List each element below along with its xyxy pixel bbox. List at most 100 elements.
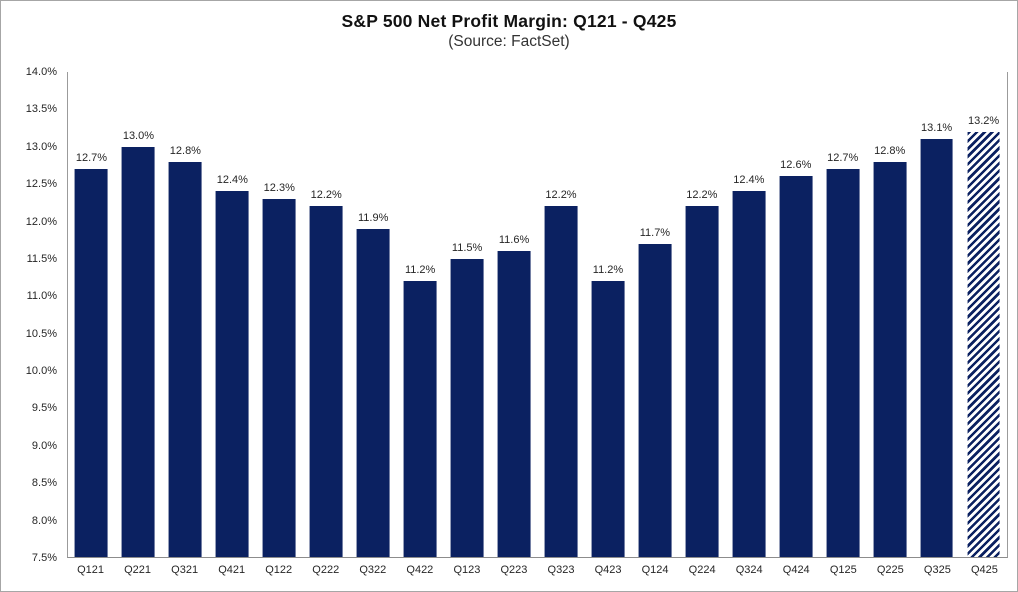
bar-slot: 11.6% xyxy=(491,72,538,557)
bar-Q125 xyxy=(826,169,860,557)
x-tick-label: Q323 xyxy=(547,564,575,576)
y-tick-label: 9.5% xyxy=(31,402,57,415)
data-label: 11.2% xyxy=(592,263,624,276)
x-tick-label: Q125 xyxy=(829,564,857,576)
data-label: 11.9% xyxy=(358,211,389,224)
x-tick-label: Q424 xyxy=(782,564,810,576)
x-tick-label: Q422 xyxy=(406,564,434,576)
data-label: 11.2% xyxy=(404,263,436,276)
bar-slot: 12.2% xyxy=(303,72,350,557)
x-tick-label: Q321 xyxy=(171,564,199,576)
y-axis: 14.0% 13.5% 13.0% 12.5% 12.0% 11.5% 11.0% 10.5%… xyxy=(1,66,61,564)
bar-Q222 xyxy=(309,206,343,557)
bar-slot: 12.7% xyxy=(68,72,115,557)
data-label: 12.4% xyxy=(216,174,248,187)
bar-Q423 xyxy=(591,280,625,557)
data-label: 12.7% xyxy=(75,152,108,164)
y-tick-label: 14.0% xyxy=(25,66,57,78)
bar-slot: 12.7% xyxy=(819,72,866,557)
y-tick-label: 13.5% xyxy=(25,103,57,116)
bar-slot: 11.7% xyxy=(631,72,678,557)
bar-slot: 12.8% xyxy=(162,72,209,557)
bar-Q225 xyxy=(873,161,907,557)
x-tick-label: Q324 xyxy=(735,564,763,576)
y-tick-label: 8.5% xyxy=(31,477,57,490)
x-tick-label: Q222 xyxy=(312,564,340,576)
y-tick-label: 9.0% xyxy=(31,439,57,452)
plot-area: 12.7% 13.0% 12.8% 12.4% 12.3% 12.2% 11.9% 11.2%… xyxy=(67,72,1008,558)
data-label: 12.3% xyxy=(263,181,295,194)
bar-slot: 12.4% xyxy=(725,72,772,557)
x-tick-label: Q421 xyxy=(218,564,246,576)
bar-slot: 12.2% xyxy=(678,72,725,557)
x-axis: Q121 Q221 Q321 Q421 Q122 Q222 Q322 Q422 Q123 Q223… xyxy=(67,561,1008,581)
y-tick-label: 7.5% xyxy=(31,552,57,564)
bar-Q223 xyxy=(497,251,531,557)
data-label: 12.2% xyxy=(310,189,342,202)
bar-slot: 13.2% xyxy=(960,72,1007,557)
bar-Q123 xyxy=(450,258,484,557)
bar-slot: 12.4% xyxy=(209,72,256,557)
data-label: 12.2% xyxy=(545,189,577,202)
data-label: 11.6% xyxy=(498,234,530,247)
x-tick-label: Q223 xyxy=(500,564,528,576)
y-tick-label: 11.5% xyxy=(26,252,57,265)
bar-Q323 xyxy=(544,206,578,557)
x-tick-label: Q122 xyxy=(265,564,293,576)
bar-slot: 12.6% xyxy=(772,72,819,557)
y-tick-label: 11.0% xyxy=(26,290,57,303)
data-label: 12.8% xyxy=(874,144,906,157)
x-tick-label: Q124 xyxy=(641,564,669,576)
bar-slot: 12.8% xyxy=(866,72,913,557)
bar-Q322 xyxy=(356,228,390,557)
bar-Q121 xyxy=(75,169,108,557)
y-tick-label: 10.5% xyxy=(25,327,57,340)
y-tick-label: 12.5% xyxy=(25,178,57,191)
chart-title: S&P 500 Net Profit Margin: Q121 - Q425 xyxy=(341,11,677,31)
bar-Q124 xyxy=(638,243,672,557)
data-label: 12.4% xyxy=(733,174,765,187)
data-label: 12.6% xyxy=(780,159,812,172)
bar-series: 12.7% 13.0% 12.8% 12.4% 12.3% 12.2% 11.9% 11.2%… xyxy=(68,72,1007,557)
bar-Q325 xyxy=(920,139,954,557)
data-label: 12.8% xyxy=(169,144,201,157)
x-tick-label: Q224 xyxy=(688,564,716,576)
bar-Q221 xyxy=(121,146,155,557)
x-tick-label: Q225 xyxy=(876,564,904,576)
x-tick-label: Q325 xyxy=(923,564,951,576)
bar-slot: 11.9% xyxy=(350,72,397,557)
bar-Q224 xyxy=(685,206,719,557)
x-tick-label: Q322 xyxy=(359,564,387,576)
bar-slot: 13.1% xyxy=(913,72,960,557)
y-tick-label: 10.0% xyxy=(25,365,57,378)
x-tick-label: Q425 xyxy=(970,564,998,576)
y-tick-label: 13.0% xyxy=(25,140,57,153)
x-tick-label: Q121 xyxy=(77,564,104,576)
data-label: 12.7% xyxy=(827,152,859,164)
y-tick-label: 12.0% xyxy=(25,215,57,228)
bar-slot: 11.2% xyxy=(584,72,631,557)
data-label: 11.7% xyxy=(639,226,671,239)
bar-slot: 11.2% xyxy=(397,72,444,557)
data-label: 13.2% xyxy=(967,114,1000,127)
bar-Q321 xyxy=(168,161,202,557)
x-tick-label: Q123 xyxy=(453,564,481,576)
data-label: 11.5% xyxy=(451,241,483,254)
bar-slot: 13.0% xyxy=(115,72,162,557)
y-tick-label: 8.0% xyxy=(31,514,57,527)
bar-slot: 11.5% xyxy=(444,72,491,557)
data-label: 13.0% xyxy=(122,129,155,142)
bar-Q422 xyxy=(403,280,437,557)
bar-slot: 12.3% xyxy=(256,72,303,557)
x-tick-label: Q221 xyxy=(124,564,152,576)
bar-Q324 xyxy=(732,191,766,557)
bar-Q421 xyxy=(215,191,249,557)
bar-Q425 xyxy=(967,131,1001,557)
chart-subtitle: (Source: FactSet) xyxy=(448,33,570,50)
data-label: 12.2% xyxy=(686,189,718,202)
bar-slot: 12.2% xyxy=(538,72,585,557)
bar-Q122 xyxy=(262,198,296,557)
bar-Q424 xyxy=(779,176,813,557)
data-label: 13.1% xyxy=(921,122,953,135)
